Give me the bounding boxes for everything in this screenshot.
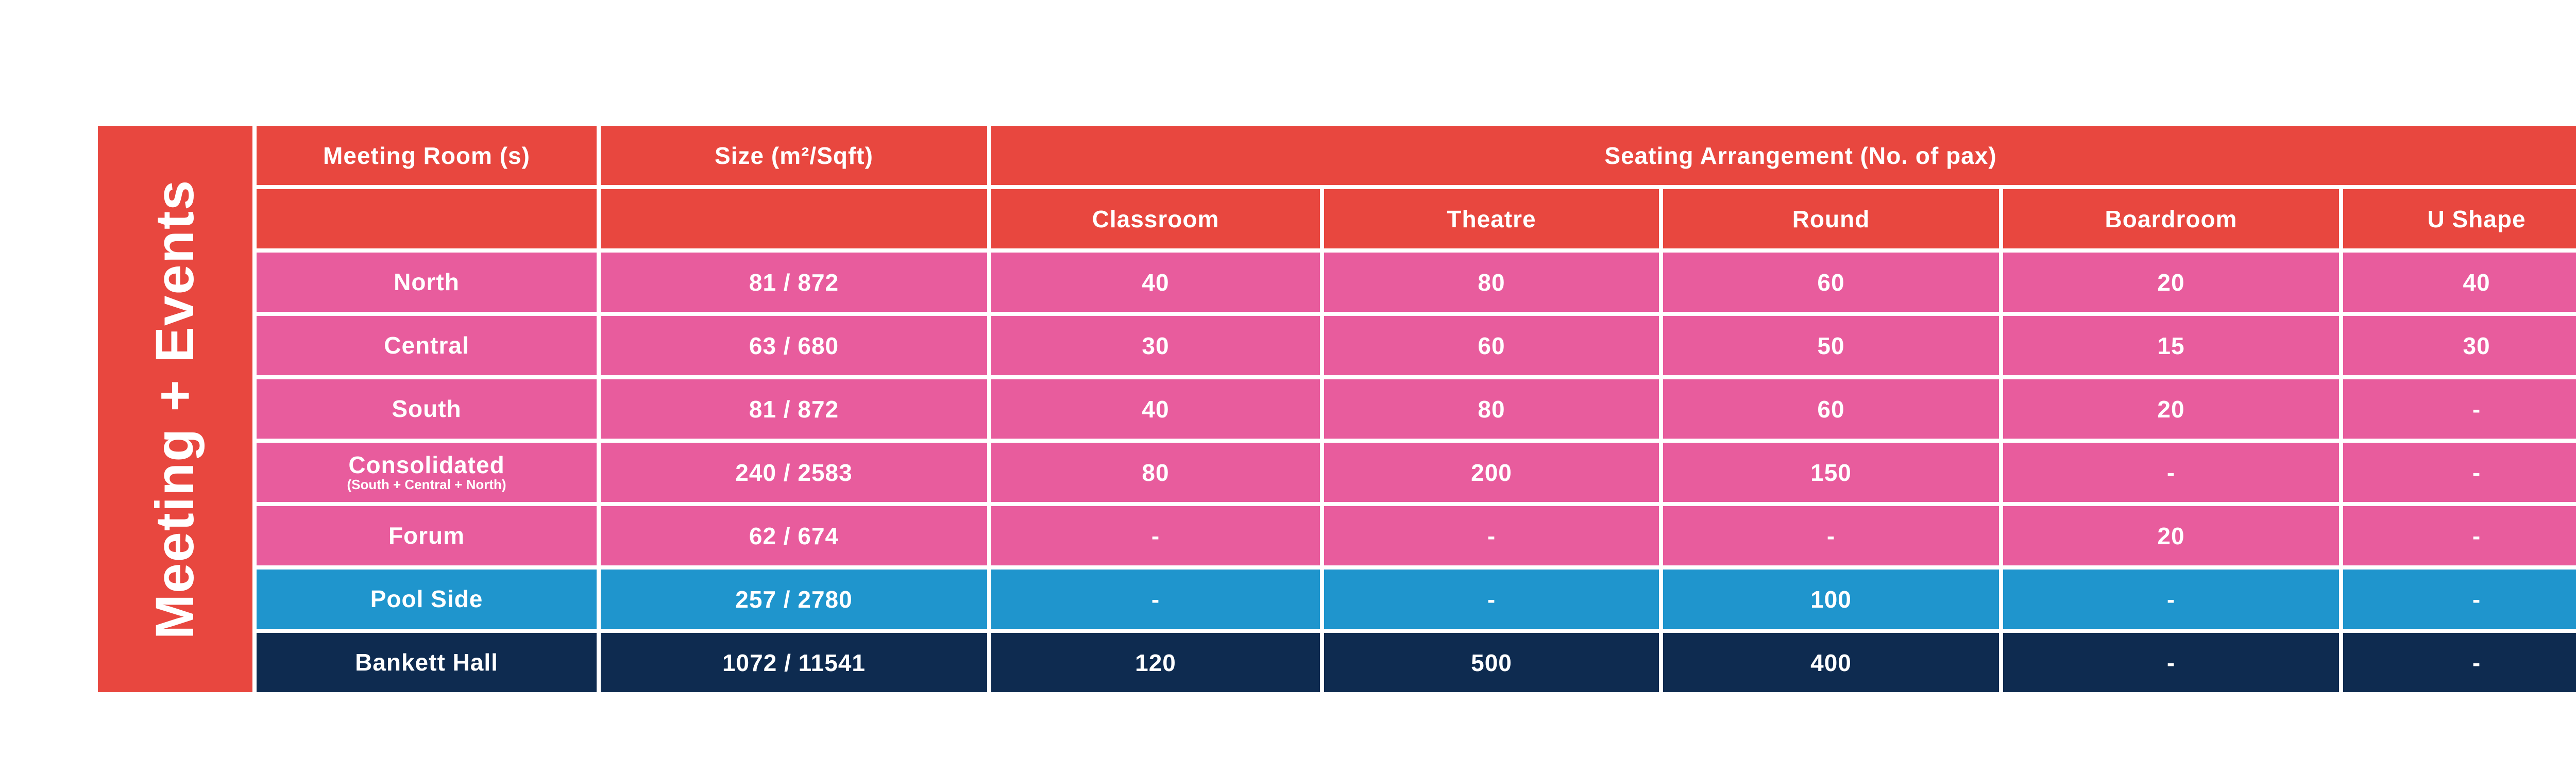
size-cell: 81 / 872 xyxy=(601,379,987,439)
header-size: Size (m²/Sqft) xyxy=(601,126,987,185)
size-cell: 240 / 2583 xyxy=(601,443,987,502)
header-classroom: Classroom xyxy=(991,189,1320,248)
size-cell: 63 / 680 xyxy=(601,316,987,375)
room-name: Central xyxy=(384,332,469,359)
table-row-pool-side: Pool Side 257 / 2780 - - 100 - - xyxy=(98,570,2576,629)
classroom-cell: - xyxy=(991,506,1320,565)
room-name: South xyxy=(392,395,462,423)
room-name-cell: North xyxy=(257,253,597,312)
theatre-cell: - xyxy=(1324,506,1659,565)
classroom-cell: 30 xyxy=(991,316,1320,375)
room-name-cell: Consolidated (South + Central + North) xyxy=(257,443,597,502)
ushape-cell: - xyxy=(2343,443,2576,502)
size-cell: 257 / 2780 xyxy=(601,570,987,629)
round-cell: 100 xyxy=(1663,570,1999,629)
room-name-cell: Pool Side xyxy=(257,570,597,629)
ushape-cell: - xyxy=(2343,570,2576,629)
boardroom-cell: 20 xyxy=(2003,379,2339,439)
ushape-cell: 30 xyxy=(2343,316,2576,375)
room-name: Bankett Hall xyxy=(355,649,498,676)
room-name-cell: Bankett Hall xyxy=(257,633,597,692)
classroom-cell: 40 xyxy=(991,379,1320,439)
size-cell: 62 / 674 xyxy=(601,506,987,565)
round-cell: 150 xyxy=(1663,443,1999,502)
round-cell: 50 xyxy=(1663,316,1999,375)
theatre-cell: - xyxy=(1324,570,1659,629)
ushape-cell: - xyxy=(2343,633,2576,692)
table-row-south: South 81 / 872 40 80 60 20 - xyxy=(98,379,2576,439)
header-theatre: Theatre xyxy=(1324,189,1659,248)
classroom-cell: - xyxy=(991,570,1320,629)
theatre-cell: 60 xyxy=(1324,316,1659,375)
ushape-cell: - xyxy=(2343,379,2576,439)
room-name: North xyxy=(394,269,460,296)
round-cell: 60 xyxy=(1663,253,1999,312)
table-row-forum: Forum 62 / 674 - - - 20 - xyxy=(98,506,2576,565)
ushape-cell: - xyxy=(2343,506,2576,565)
boardroom-cell: - xyxy=(2003,570,2339,629)
theatre-cell: 200 xyxy=(1324,443,1659,502)
room-name: Forum xyxy=(388,522,465,549)
room-name: Consolidated xyxy=(348,451,505,479)
header-spacer-size xyxy=(601,189,987,248)
size-cell: 1072 / 11541 xyxy=(601,633,987,692)
boardroom-cell: 20 xyxy=(2003,253,2339,312)
header-meeting-room: Meeting Room (s) xyxy=(257,126,597,185)
table-row-consolidated: Consolidated (South + Central + North) 2… xyxy=(98,443,2576,502)
sidebar-title: Meeting + Events xyxy=(145,179,205,639)
theatre-cell: 80 xyxy=(1324,253,1659,312)
room-name-cell: South xyxy=(257,379,597,439)
round-cell: - xyxy=(1663,506,1999,565)
room-name-cell: Forum xyxy=(257,506,597,565)
header-round: Round xyxy=(1663,189,1999,248)
sidebar-meeting-events: Meeting + Events xyxy=(98,126,252,692)
meeting-rooms-table: Meeting + Events Meeting Room (s) Size (… xyxy=(94,122,2576,696)
classroom-cell: 40 xyxy=(991,253,1320,312)
header-row-2: Classroom Theatre Round Boardroom U Shap… xyxy=(98,189,2576,248)
boardroom-cell: 15 xyxy=(2003,316,2339,375)
table-row-north: North 81 / 872 40 80 60 20 40 xyxy=(98,253,2576,312)
ushape-cell: 40 xyxy=(2343,253,2576,312)
header-row-1: Meeting + Events Meeting Room (s) Size (… xyxy=(98,126,2576,692)
header-boardroom: Boardroom xyxy=(2003,189,2339,248)
room-subname: (South + Central + North) xyxy=(347,477,506,493)
boardroom-cell: - xyxy=(2003,443,2339,502)
boardroom-cell: - xyxy=(2003,633,2339,692)
table-row-central: Central 63 / 680 30 60 50 15 30 xyxy=(98,316,2576,375)
table-row-bankett-hall: Bankett Hall 1072 / 11541 120 500 400 - … xyxy=(98,633,2576,692)
round-cell: 60 xyxy=(1663,379,1999,439)
theatre-cell: 80 xyxy=(1324,379,1659,439)
room-name-cell: Central xyxy=(257,316,597,375)
header-u-shape: U Shape xyxy=(2343,189,2576,248)
round-cell: 400 xyxy=(1663,633,1999,692)
size-cell: 81 / 872 xyxy=(601,253,987,312)
header-spacer-room xyxy=(257,189,597,248)
room-name: Pool Side xyxy=(370,585,483,613)
header-seating-arrangement: Seating Arrangement (No. of pax) xyxy=(991,126,2576,185)
theatre-cell: 500 xyxy=(1324,633,1659,692)
classroom-cell: 80 xyxy=(991,443,1320,502)
boardroom-cell: 20 xyxy=(2003,506,2339,565)
classroom-cell: 120 xyxy=(991,633,1320,692)
